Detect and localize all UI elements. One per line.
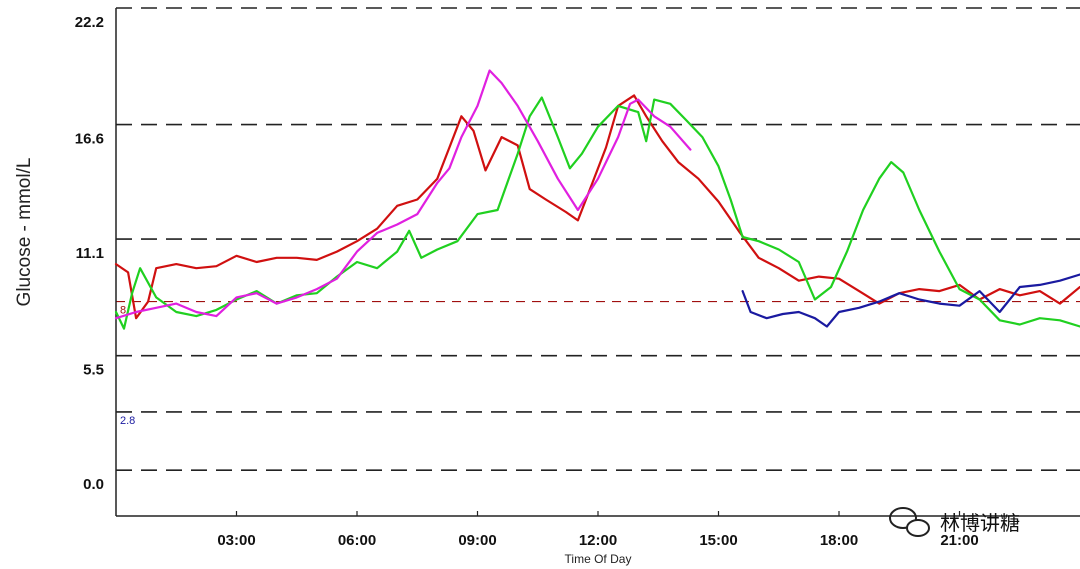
x-tick-label: 18:00 xyxy=(820,532,858,549)
x-tick-label: 03:00 xyxy=(217,532,255,549)
series-line-4 xyxy=(741,273,1080,328)
gridlines xyxy=(116,7,1080,471)
y-tick-label: 11.1 xyxy=(76,245,104,262)
wechat-icon xyxy=(889,507,930,537)
x-tick-label: 09:00 xyxy=(458,532,496,549)
y-axis-label: Glucose - mmol/L xyxy=(14,158,35,307)
x-tick-label: 12:00 xyxy=(579,532,617,549)
series-line-2 xyxy=(114,96,1080,330)
x-tick-label: 06:00 xyxy=(338,532,376,549)
series-line-3 xyxy=(114,69,692,320)
y-tick-labels: 22.2 16.6 11.1 5.5 0.0 xyxy=(75,14,104,493)
y-tick-label: 5.5 xyxy=(83,362,104,379)
y-tick-label: 0.0 xyxy=(83,476,104,493)
series-lines xyxy=(114,69,1080,330)
x-tick-label: 21:00 xyxy=(940,532,978,549)
x-tick-labels: 03:00 06:00 09:00 12:00 15:00 18:00 21:00 xyxy=(217,511,979,549)
x-tick-label: 15:00 xyxy=(699,532,737,549)
watermark-text: 林博讲糖 xyxy=(940,511,1020,535)
y-tick-label: 22.2 xyxy=(75,14,104,31)
threshold-lines: 82.8 xyxy=(116,300,1080,427)
threshold-label: 8 xyxy=(120,305,126,317)
y-tick-label: 16.6 xyxy=(75,131,104,148)
threshold-label: 2.8 xyxy=(120,415,135,427)
x-axis-label: Time Of Day xyxy=(565,552,632,566)
watermark: 林博讲糖 xyxy=(889,507,1020,537)
